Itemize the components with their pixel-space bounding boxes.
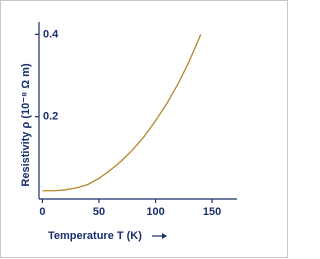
x-arrow-head — [162, 233, 167, 239]
x-tick-label: 50 — [93, 206, 105, 218]
y-tick-label: 0.4 — [43, 28, 59, 40]
x-tick-label: 150 — [203, 206, 221, 218]
x-axis-label: Temperature T (K) — [48, 230, 142, 242]
x-tick-label: 0 — [39, 206, 45, 218]
chart: Resistivity ρ (10⁻⁸ Ω m) Temperature T (… — [0, 0, 288, 258]
x-tick-label: 100 — [146, 206, 164, 218]
y-axis-label: Resistivity ρ (10⁻⁸ Ω m) — [20, 63, 32, 187]
frame — [0, 0, 288, 258]
line — [42, 34, 202, 192]
y-tick-label: 0.2 — [43, 111, 58, 123]
